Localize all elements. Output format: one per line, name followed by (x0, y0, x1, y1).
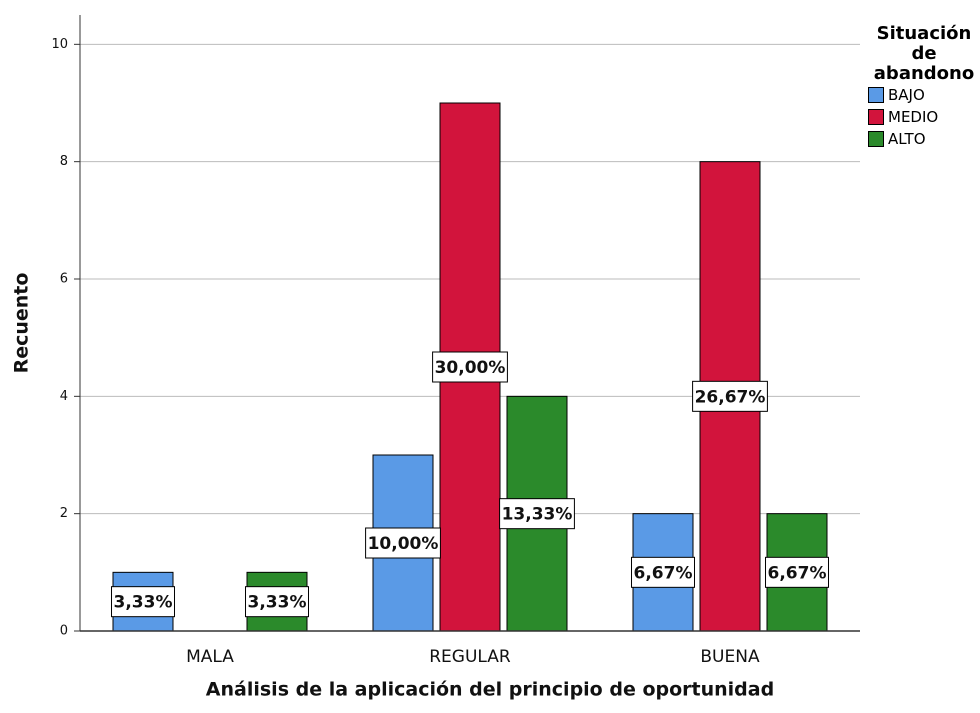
data-label-box (499, 498, 575, 530)
legend: Situación de abandono BAJO MEDIO ALTO (868, 24, 980, 150)
x-axis-title: Análisis de la aplicación del principio … (206, 679, 774, 701)
data-label: 30,00% (432, 351, 508, 383)
data-label-box (111, 586, 175, 618)
legend-item: MEDIO (868, 106, 980, 128)
data-label: 6,67% (631, 556, 695, 588)
legend-label: ALTO (888, 130, 926, 148)
x-tick-label: MALA (186, 647, 234, 667)
data-label-box (692, 380, 768, 412)
y-tick-label: 0 (60, 624, 68, 639)
x-tick-label: BUENA (700, 647, 760, 667)
y-tick-label: 6 (60, 272, 68, 287)
legend-item: ALTO (868, 128, 980, 150)
data-label-box (365, 527, 441, 559)
legend-label: MEDIO (888, 108, 939, 126)
data-label: 13,33% (499, 498, 575, 530)
y-tick-label: 4 (60, 389, 68, 404)
data-label: 10,00% (365, 527, 441, 559)
data-label: 6,67% (765, 556, 829, 588)
y-tick-label: 2 (60, 506, 68, 521)
data-label-box (631, 556, 695, 588)
legend-item: BAJO (868, 84, 980, 106)
data-label-text: 3,33% (248, 593, 307, 613)
y-tick-label: 8 (60, 154, 68, 169)
y-tick-label: 10 (51, 37, 68, 52)
data-label-text: 13,33% (502, 505, 573, 525)
data-label-text: 26,67% (695, 387, 766, 407)
data-label-box (765, 556, 829, 588)
data-label-text: 6,67% (634, 563, 693, 583)
legend-label: BAJO (888, 86, 925, 104)
data-label-box (432, 351, 508, 383)
data-label: 3,33% (111, 586, 175, 618)
legend-title: Situación de abandono (873, 23, 975, 84)
data-label: 3,33% (245, 586, 309, 618)
data-label-text: 6,67% (768, 563, 827, 583)
y-axis-title: Recuento (11, 273, 33, 374)
legend-swatch (868, 109, 884, 125)
data-label-text: 3,33% (114, 593, 173, 613)
data-label: 26,67% (692, 380, 768, 412)
x-tick-label: REGULAR (429, 647, 511, 667)
data-label-text: 30,00% (435, 358, 506, 378)
data-label-box (245, 586, 309, 618)
legend-swatch (868, 131, 884, 147)
legend-swatch (868, 87, 884, 103)
data-label-text: 10,00% (368, 534, 439, 554)
